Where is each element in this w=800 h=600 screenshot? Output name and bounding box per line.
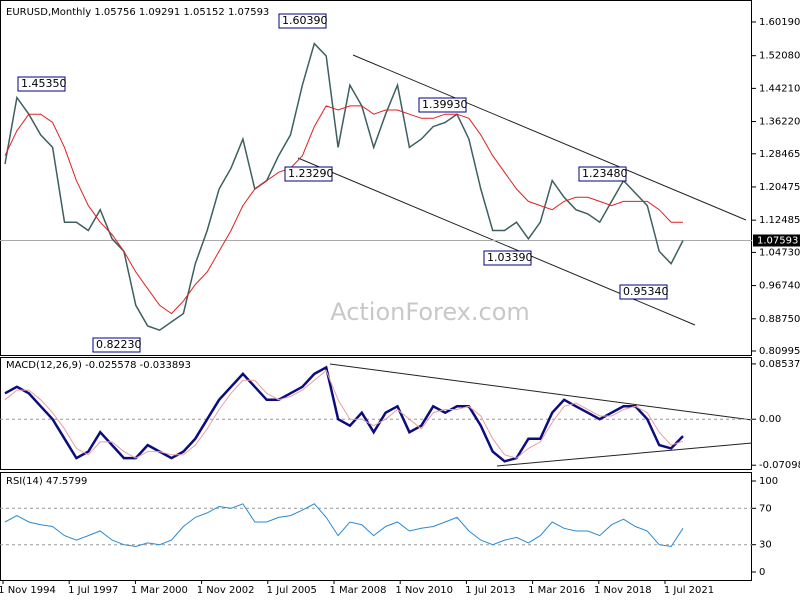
watermark: ActionForex.com bbox=[330, 298, 530, 326]
x-tick-label: 1 Nov 2018 bbox=[594, 585, 652, 596]
price-panel bbox=[0, 0, 752, 356]
annotation: 1.60390 bbox=[282, 14, 328, 27]
panel-title: MACD(12,26,9) -0.025578 -0.033893 bbox=[6, 360, 191, 371]
annotation-box bbox=[284, 166, 333, 182]
annotation-box bbox=[418, 97, 467, 113]
y-tick-label: 0.00 bbox=[759, 414, 781, 425]
annotation-box bbox=[17, 76, 66, 92]
y-tick-label: 1.36220 bbox=[759, 117, 800, 128]
macd-trend-upper bbox=[329, 363, 753, 421]
channel-upper bbox=[352, 54, 747, 221]
x-tick-label: 1 Nov 1994 bbox=[0, 585, 56, 596]
annotation-box bbox=[92, 337, 141, 353]
annotation: 1.23290 bbox=[288, 167, 334, 180]
annotation: 0.82230 bbox=[96, 338, 142, 351]
y-tick-label: 1.12485 bbox=[759, 215, 800, 226]
series-line bbox=[4, 365, 684, 463]
y-tick-label: 0.80995 bbox=[759, 346, 800, 357]
x-tick-label: 1 Jul 2021 bbox=[664, 585, 714, 596]
y-tick-label: 0 bbox=[759, 567, 765, 578]
annotation: 1.45350 bbox=[21, 77, 67, 90]
y-tick-label: 1.44210 bbox=[759, 83, 800, 94]
series-line bbox=[4, 503, 684, 548]
x-tick-label: 1 Jul 2005 bbox=[267, 585, 317, 596]
macd-trend-lower bbox=[496, 442, 753, 467]
y-tick-label: 30 bbox=[759, 540, 772, 551]
y-tick-label: 1.20475 bbox=[759, 182, 800, 193]
annotation: 0.95340 bbox=[623, 285, 669, 298]
annotation-box bbox=[619, 284, 668, 300]
panel-title: RSI(14) 47.5799 bbox=[6, 476, 87, 487]
y-tick-label: 0.085379 bbox=[759, 359, 800, 370]
annotation-box bbox=[578, 166, 627, 182]
panel-title: EURUSD,Monthly 1.05756 1.09291 1.05152 1… bbox=[6, 7, 269, 18]
y-tick-label: 1.52080 bbox=[759, 51, 800, 62]
y-tick-label: 0.88750 bbox=[759, 314, 800, 325]
y-tick-label: 70 bbox=[759, 503, 772, 514]
y-tick-label: 1.60190 bbox=[759, 17, 800, 28]
y-tick-label: 1.04730 bbox=[759, 247, 800, 258]
x-tick-label: 1 Jul 2013 bbox=[465, 585, 515, 596]
current-price-label: 1.07593 bbox=[757, 235, 798, 246]
series-line bbox=[4, 105, 683, 315]
macd-panel bbox=[0, 357, 752, 470]
series-line bbox=[4, 42, 684, 332]
y-tick-label: 1.28465 bbox=[759, 149, 800, 160]
y-tick-label: 100 bbox=[759, 476, 778, 487]
current-price-box bbox=[753, 234, 800, 247]
x-tick-label: 1 Nov 2002 bbox=[197, 585, 255, 596]
x-tick-label: 1 Nov 2010 bbox=[395, 585, 453, 596]
annotation-box bbox=[278, 13, 327, 29]
y-tick-label: 0.96740 bbox=[759, 281, 800, 292]
x-tick-label: 1 Jul 1997 bbox=[68, 585, 118, 596]
annotation-box bbox=[483, 250, 532, 266]
annotation: 1.39930 bbox=[422, 98, 468, 111]
x-tick-label: 1 Mar 2016 bbox=[528, 585, 585, 596]
x-tick-label: 1 Mar 2000 bbox=[131, 585, 188, 596]
annotation: 1.23480 bbox=[582, 167, 628, 180]
series-line bbox=[4, 369, 684, 459]
y-tick-label: -0.070989 bbox=[759, 460, 800, 471]
x-tick-label: 1 Mar 2008 bbox=[329, 585, 386, 596]
rsi-panel bbox=[0, 472, 752, 581]
annotation: 1.03390 bbox=[487, 251, 533, 264]
